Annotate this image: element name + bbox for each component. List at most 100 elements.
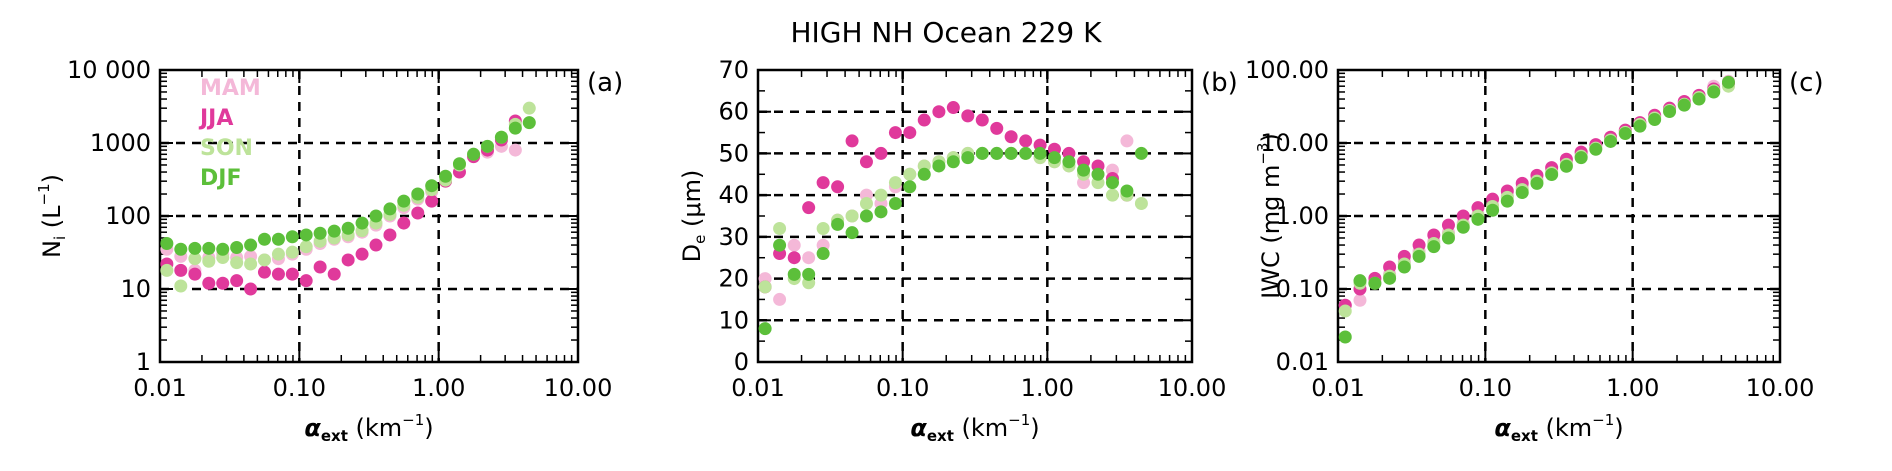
legend: MAM JJA SON DJF — [198, 76, 261, 191]
data-point — [271, 247, 285, 261]
data-point — [802, 201, 816, 215]
y-axis-symbol: D — [678, 244, 706, 262]
data-point — [1559, 159, 1573, 173]
legend-item-mam: MAM — [200, 76, 261, 101]
y-tick-label: 0.01 — [1276, 348, 1329, 376]
y-tick-label: 40 — [718, 181, 749, 209]
data-point — [917, 167, 931, 181]
x-tick-label: 0.01 — [731, 374, 784, 402]
data-point — [932, 159, 946, 173]
data-point — [397, 194, 411, 208]
data-point — [271, 267, 285, 281]
data-point — [1721, 75, 1735, 89]
data-point — [160, 263, 174, 277]
data-point — [1047, 151, 1061, 165]
y-axis-unit: (L — [38, 205, 66, 236]
data-point — [845, 226, 859, 240]
x-axis-unit: (km — [954, 414, 1008, 442]
series-son — [1338, 79, 1735, 318]
data-point — [888, 176, 902, 190]
data-point — [859, 196, 873, 210]
data-point — [888, 196, 902, 210]
x-axis-unit-close: ) — [424, 414, 433, 442]
data-point — [425, 194, 439, 208]
data-point — [1353, 293, 1367, 307]
data-point — [1105, 176, 1119, 190]
data-point — [773, 238, 787, 252]
y-axis-exponent: −1 — [35, 183, 53, 205]
data-point — [216, 276, 230, 290]
data-point — [522, 116, 536, 130]
series-jja — [758, 101, 1134, 294]
data-point — [202, 254, 216, 268]
legend-item-son: SON — [200, 136, 253, 161]
data-point — [787, 251, 801, 265]
y-axis-exponent: −3 — [1254, 143, 1272, 165]
x-tick-label: 1.00 — [1021, 374, 1074, 402]
plot-frame — [756, 68, 1194, 364]
data-point — [773, 292, 787, 306]
data-point — [1004, 130, 1018, 144]
data-point — [1338, 330, 1352, 344]
x-axis-title: αext (km−1) — [304, 411, 433, 445]
data-point — [1338, 304, 1352, 318]
y-tick-label: 10 — [718, 306, 749, 334]
data-point — [1471, 212, 1485, 226]
data-point — [341, 253, 355, 267]
data-point — [1120, 134, 1134, 148]
figure-title: HIGH NH Ocean 229 K — [790, 16, 1102, 49]
x-tick-label: 10.00 — [1746, 374, 1815, 402]
y-tick-label: 60 — [718, 98, 749, 126]
y-axis-unit: (mg m — [1257, 165, 1285, 252]
data-point — [313, 260, 327, 274]
data-point — [174, 263, 188, 277]
data-point — [411, 206, 425, 220]
y-tick-label: 10.00 — [1260, 129, 1329, 157]
data-point — [1033, 146, 1047, 160]
data-point — [467, 147, 481, 161]
data-point — [758, 322, 772, 336]
series-mam — [758, 134, 1134, 306]
data-point — [1353, 274, 1367, 288]
x-tick-label: 1.00 — [1606, 374, 1659, 402]
data-point — [1545, 168, 1559, 182]
data-point — [299, 274, 313, 288]
data-point — [327, 267, 341, 281]
data-point — [494, 130, 508, 144]
data-point — [1441, 231, 1455, 245]
data-point — [383, 202, 397, 216]
data-point — [480, 139, 494, 153]
data-point — [452, 157, 466, 171]
data-point — [188, 241, 202, 255]
data-point — [313, 226, 327, 240]
data-point — [355, 216, 369, 230]
data-point — [1412, 249, 1426, 263]
y-axis-title: IWC (mg m−3) — [1254, 133, 1285, 299]
data-point — [1604, 134, 1618, 148]
data-point — [1663, 105, 1677, 119]
x-axis-unit: (km — [1538, 414, 1592, 442]
series-djf — [1338, 75, 1735, 344]
data-point — [1019, 134, 1033, 148]
data-point — [397, 216, 411, 230]
data-point — [383, 228, 397, 242]
data-point — [975, 113, 989, 127]
data-point — [990, 121, 1004, 135]
data-point — [1456, 209, 1470, 223]
y-tick-label: 10 000 — [67, 56, 151, 84]
y-axis-unit-close: ) — [38, 174, 66, 183]
data-point — [1692, 92, 1706, 106]
x-axis-unit-close: ) — [1030, 414, 1039, 442]
data-point — [1019, 146, 1033, 160]
y-tick-label: 100 — [105, 202, 151, 230]
data-point — [1515, 185, 1529, 199]
data-point — [174, 242, 188, 256]
y-tick-label: 0.10 — [1276, 275, 1329, 303]
data-point — [1397, 260, 1411, 274]
data-point — [1707, 85, 1721, 99]
x-tick-label: 0.01 — [133, 374, 186, 402]
y-tick-label: 50 — [718, 139, 749, 167]
data-point — [874, 146, 888, 160]
y-axis-title: Ni (L−1) — [35, 174, 69, 258]
